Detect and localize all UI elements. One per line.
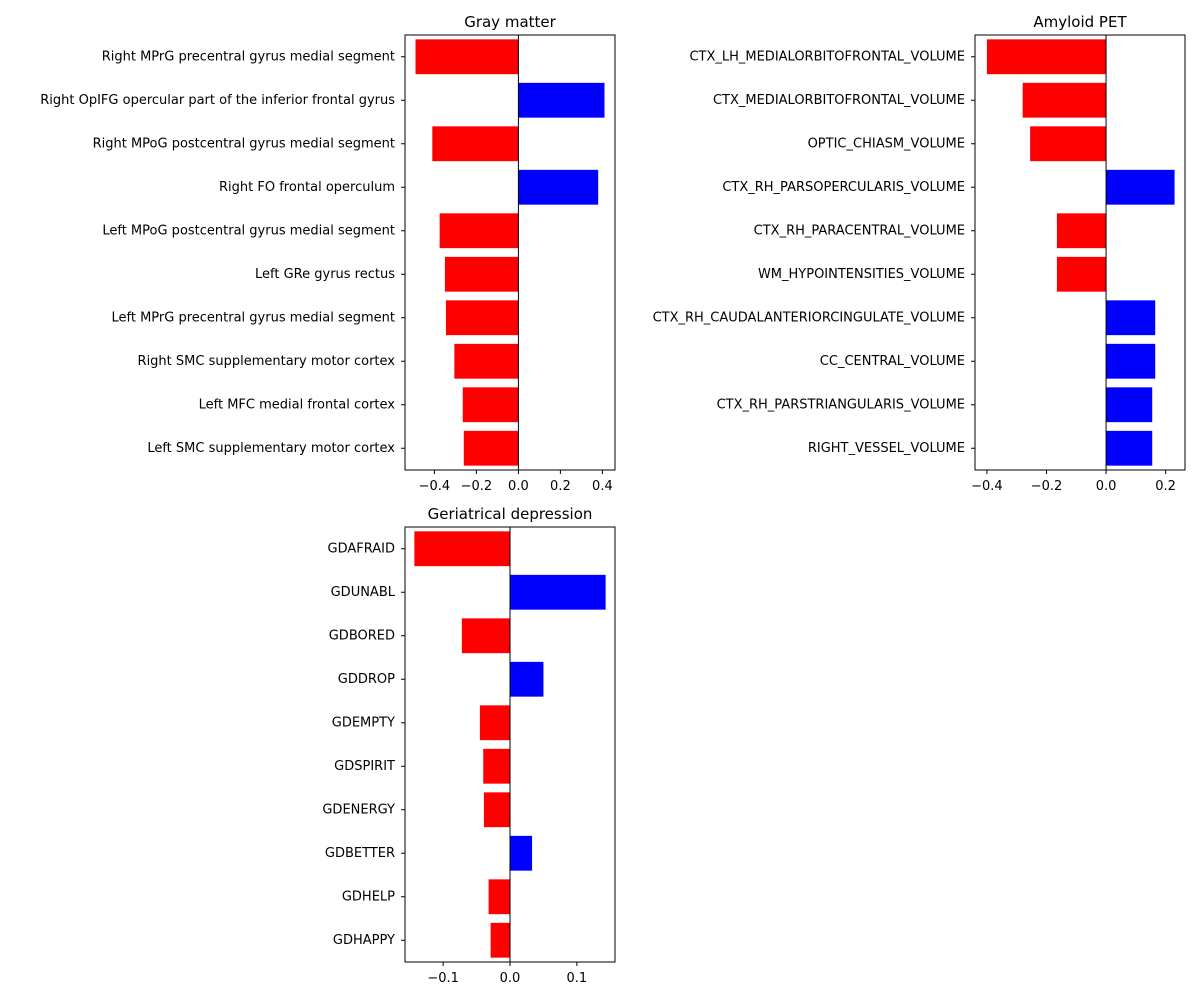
bar-2 bbox=[518, 82, 605, 118]
geriatrical-depression-panel: Geriatrical depression GDAFRAID GDUNABL GD… bbox=[322, 505, 616, 986]
bar-6 bbox=[444, 256, 519, 292]
bar-4 bbox=[518, 169, 599, 205]
bar-1 bbox=[986, 39, 1107, 75]
category-label: Left MPoG postcentral gyrus medial segme… bbox=[102, 223, 395, 238]
category-label: GDAFRAID bbox=[328, 541, 395, 556]
x-tick-label: 0.0 bbox=[508, 479, 529, 494]
category-label: Right OpIFG opercular part of the inferi… bbox=[40, 93, 395, 108]
bar-9 bbox=[1106, 387, 1153, 423]
x-tick-label: 0.4 bbox=[592, 479, 613, 494]
bar-7 bbox=[445, 300, 519, 336]
bar-1 bbox=[415, 39, 519, 75]
bar-2 bbox=[1022, 82, 1107, 118]
category-label: Right SMC supplementary motor cortex bbox=[138, 354, 396, 369]
category-label: CC_CENTRAL_VOLUME bbox=[820, 354, 965, 369]
amyloid-pet-panel: Amyloid PET CTX_LH_MEDIALORBITOFRONTAL_V… bbox=[653, 13, 1186, 494]
chart-title: Geriatrical depression bbox=[428, 505, 593, 523]
gray-matter-panel: Gray matter Right MPrG precentral gyrus … bbox=[40, 13, 616, 494]
bar-8 bbox=[510, 835, 533, 871]
x-tick-label: 0.2 bbox=[550, 479, 571, 494]
chart-title: Gray matter bbox=[464, 13, 556, 31]
bar-1 bbox=[414, 531, 510, 567]
bar-5 bbox=[439, 213, 519, 249]
category-label: CTX_RH_PARSTRIANGULARIS_VOLUME bbox=[717, 397, 965, 412]
category-label: GDHELP bbox=[342, 889, 395, 904]
category-label: RIGHT_VESSEL_VOLUME bbox=[808, 441, 965, 456]
bar-5 bbox=[479, 705, 510, 741]
category-label: Right FO frontal operculum bbox=[219, 180, 395, 195]
category-label: CTX_LH_MEDIALORBITOFRONTAL_VOLUME bbox=[689, 49, 965, 64]
bar-3 bbox=[432, 126, 519, 162]
category-label: Right MPrG precentral gyrus medial segme… bbox=[102, 49, 395, 64]
category-label: GDENERGY bbox=[322, 802, 395, 817]
x-tick-label: 0.1 bbox=[567, 971, 588, 986]
x-tick-label: 0.0 bbox=[1096, 479, 1117, 494]
category-label: CTX_RH_PARACENTRAL_VOLUME bbox=[754, 223, 965, 238]
bar-9 bbox=[488, 879, 510, 915]
category-label: GDBETTER bbox=[325, 846, 395, 861]
category-label: Left SMC supplementary motor cortex bbox=[147, 441, 395, 456]
bar-5 bbox=[1056, 213, 1107, 249]
category-label: Left MPrG precentral gyrus medial segmen… bbox=[111, 310, 395, 325]
chart-title: Amyloid PET bbox=[1033, 13, 1127, 31]
bar-3 bbox=[1030, 126, 1107, 162]
bar-4 bbox=[1106, 169, 1175, 205]
bar-7 bbox=[483, 792, 510, 828]
bar-10 bbox=[490, 922, 510, 958]
category-label: GDDROP bbox=[338, 672, 395, 687]
bar-6 bbox=[1056, 256, 1107, 292]
x-tick-label: −0.4 bbox=[971, 479, 1003, 494]
category-label: GDBORED bbox=[329, 628, 395, 643]
category-label: OPTIC_CHIASM_VOLUME bbox=[808, 136, 965, 151]
category-label: Left MFC medial frontal cortex bbox=[199, 397, 396, 412]
category-label: CTX_MEDIALORBITOFRONTAL_VOLUME bbox=[713, 93, 965, 108]
x-tick-label: 0.0 bbox=[500, 971, 521, 986]
x-tick-label: −0.2 bbox=[1031, 479, 1063, 494]
category-label: GDUNABL bbox=[331, 585, 396, 600]
plot-frame bbox=[404, 34, 616, 471]
bar-10 bbox=[1106, 430, 1153, 466]
bar-3 bbox=[461, 618, 510, 654]
bar-8 bbox=[454, 343, 519, 379]
bar-8 bbox=[1106, 343, 1156, 379]
category-label: GDEMPTY bbox=[332, 715, 395, 730]
category-label: Right MPoG postcentral gyrus medial segm… bbox=[93, 136, 395, 151]
bar-9 bbox=[462, 387, 519, 423]
category-label: CTX_RH_PARSOPERCULARIS_VOLUME bbox=[722, 180, 965, 195]
category-label: GDSPIRIT bbox=[334, 759, 395, 774]
plot-frame bbox=[974, 34, 1186, 471]
x-tick-label: 0.2 bbox=[1155, 479, 1176, 494]
x-tick-label: −0.1 bbox=[427, 971, 459, 986]
bar-6 bbox=[483, 748, 510, 784]
x-tick-label: −0.4 bbox=[419, 479, 451, 494]
bar-10 bbox=[463, 430, 519, 466]
x-tick-label: −0.2 bbox=[461, 479, 493, 494]
category-label: GDHAPPY bbox=[333, 933, 395, 948]
bar-2 bbox=[510, 574, 606, 610]
category-label: WM_HYPOINTENSITIES_VOLUME bbox=[758, 267, 965, 282]
bar-7 bbox=[1106, 300, 1156, 336]
category-label: CTX_RH_CAUDALANTERIORCINGULATE_VOLUME bbox=[653, 310, 965, 325]
bar-4 bbox=[510, 661, 544, 697]
category-label: Left GRe gyrus rectus bbox=[255, 267, 395, 282]
